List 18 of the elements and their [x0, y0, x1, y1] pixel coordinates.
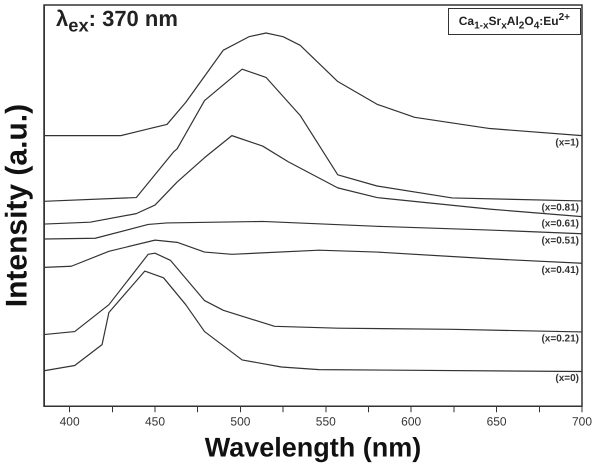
series-label: (x=0.21) [541, 334, 579, 345]
x-tick-label: 700 [572, 414, 592, 429]
x-tick-label: 650 [486, 414, 507, 429]
series-label: (x=0.61) [541, 218, 579, 230]
series-label: (x=0.81) [541, 202, 579, 214]
x-tick-label: 500 [230, 414, 251, 429]
x-tick-label: 450 [145, 414, 166, 429]
annotation: λ$_{ex}$: 370 nm [56, 6, 178, 36]
x-tick-label: 400 [60, 414, 80, 429]
series-label: (x=0.51) [541, 236, 579, 247]
series-label: (x=0.41) [541, 265, 579, 276]
x-tick-label: 550 [316, 414, 336, 429]
series-label: (x=0) [555, 373, 579, 384]
y-axis-title: Intensity (a.u.) [0, 104, 34, 308]
x-tick-label: 600 [401, 414, 422, 429]
x-axis-title: Wavelength (nm) [204, 432, 422, 462]
text: Ca$_{1-x}$Sr$_{x}$Al$_{2}$O$_{4}$:Eu$^{2+}$ [458, 12, 570, 32]
series-label: (x=1) [555, 137, 579, 148]
